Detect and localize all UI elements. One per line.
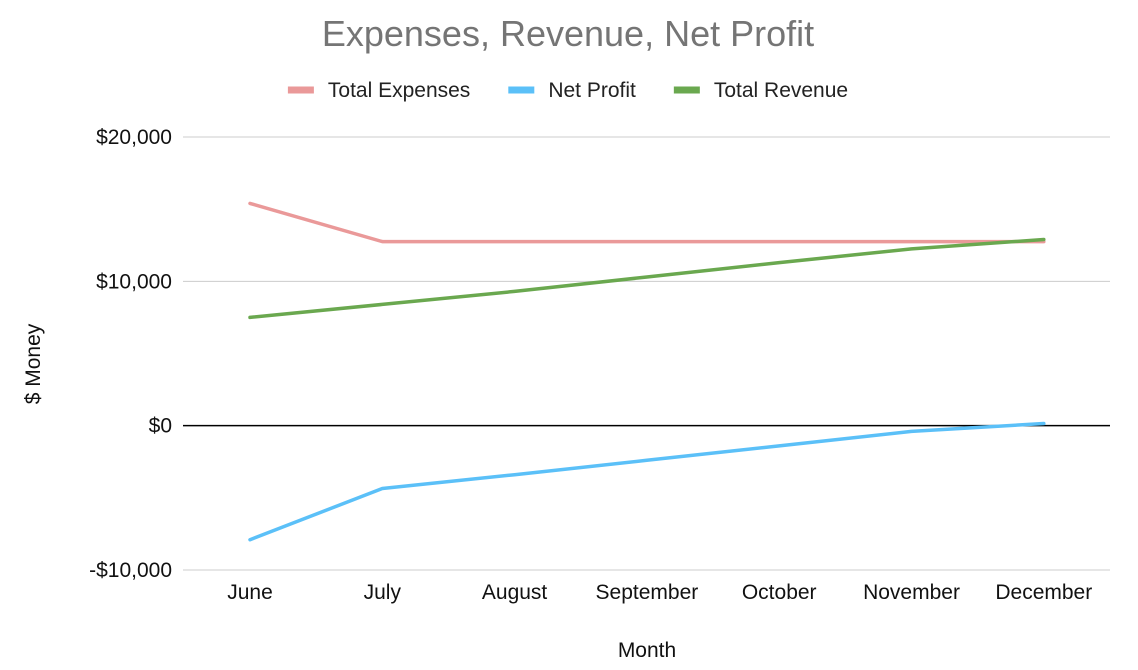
x-axis-label: Month: [618, 639, 676, 662]
gridlines: [183, 136, 1110, 571]
series-line-total-revenue: [248, 237, 1046, 320]
chart-title: Expenses, Revenue, Net Profit: [322, 13, 814, 54]
series-lines: [248, 201, 1046, 542]
legend-item: Total Revenue: [673, 79, 848, 102]
x-tick-label: October: [742, 581, 817, 604]
x-tick-label: July: [364, 581, 402, 604]
y-axis-label: $ Money: [22, 323, 45, 404]
legend-label: Total Revenue: [714, 79, 848, 102]
x-tick-label: September: [596, 581, 699, 604]
legend-item: Net Profit: [508, 79, 636, 102]
x-axis-ticks: June July August September October November De…: [227, 581, 1092, 604]
y-tick-label: $10,000: [96, 270, 172, 293]
y-tick-label: -$10,000: [89, 559, 172, 582]
y-axis-ticks: -$10,000 $0 $10,000 $20,000: [89, 126, 172, 582]
legend-label: Net Profit: [548, 79, 636, 102]
x-tick-label: November: [863, 581, 960, 604]
series-line-net-profit: [248, 421, 1046, 542]
legend-label: Total Expenses: [328, 79, 470, 102]
legend-item: Total Expenses: [287, 79, 470, 102]
legend: Total Expenses Net Profit Total Revenue: [287, 79, 848, 102]
x-tick-label: December: [995, 581, 1092, 604]
y-tick-label: $20,000: [96, 126, 172, 149]
x-tick-label: August: [482, 581, 548, 604]
y-tick-label: $0: [149, 415, 172, 438]
x-tick-label: June: [227, 581, 273, 604]
series-line-total-expenses: [248, 201, 1046, 244]
